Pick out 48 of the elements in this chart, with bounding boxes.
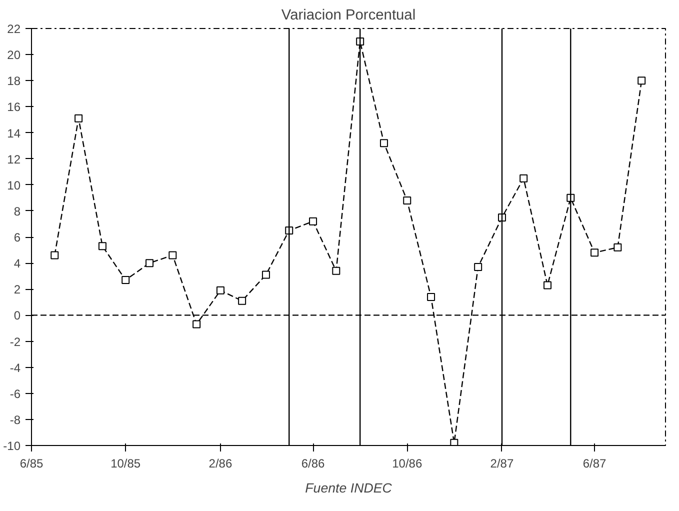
- point: [332, 266, 340, 275]
- point: [543, 281, 552, 290]
- y-tick-label: 18: [7, 74, 21, 88]
- x-tick-label: 6/86: [301, 456, 326, 470]
- x-tick-label: 10/86: [392, 456, 422, 470]
- point: [146, 259, 154, 268]
- x-tick-label: 6/85: [20, 456, 44, 470]
- point: [98, 242, 106, 250]
- point: [192, 320, 201, 328]
- source-note: Fuente INDEC: [305, 480, 392, 496]
- y-tick-label: 20: [7, 48, 21, 62]
- point: [122, 276, 130, 284]
- point: [614, 243, 622, 252]
- y-tick-label: 12: [7, 152, 21, 166]
- point: [380, 139, 388, 148]
- y-tick-label: 16: [7, 100, 21, 114]
- point: [168, 251, 177, 260]
- chart-title: Variacion Porcentual: [281, 8, 416, 24]
- y-tick-label: -6: [10, 386, 21, 401]
- y-tick-label: 22: [7, 22, 21, 36]
- point: [474, 262, 482, 271]
- point: [216, 286, 224, 294]
- point: [427, 292, 436, 301]
- y-tick-label: 4: [14, 256, 21, 271]
- point: [638, 76, 646, 85]
- y-tick-label: 2: [14, 282, 21, 297]
- point: [262, 270, 270, 279]
- point: [403, 196, 412, 205]
- y-tick-label: 0: [14, 308, 21, 323]
- y-tick-label: -4: [10, 360, 21, 375]
- x-tick-label: 2/86: [208, 456, 232, 470]
- y-tick-label: -10: [3, 439, 21, 453]
- y-tick-label: -2: [10, 334, 21, 349]
- point: [238, 296, 246, 305]
- y-tick-label: -8: [10, 412, 21, 427]
- point: [520, 174, 528, 182]
- y-tick-label: 10: [7, 178, 21, 192]
- x-tick-label: 6/87: [582, 456, 607, 470]
- y-tick-label: 8: [14, 204, 21, 218]
- x-tick-label: 10/85: [110, 456, 141, 470]
- point: [50, 251, 59, 260]
- x-tick-label: 2/87: [490, 456, 514, 470]
- point: [74, 114, 83, 122]
- y-tick-label: 6: [14, 230, 21, 244]
- point: [450, 438, 458, 446]
- point: [590, 248, 599, 257]
- y-tick-label: 14: [7, 126, 21, 140]
- point: [309, 217, 318, 226]
